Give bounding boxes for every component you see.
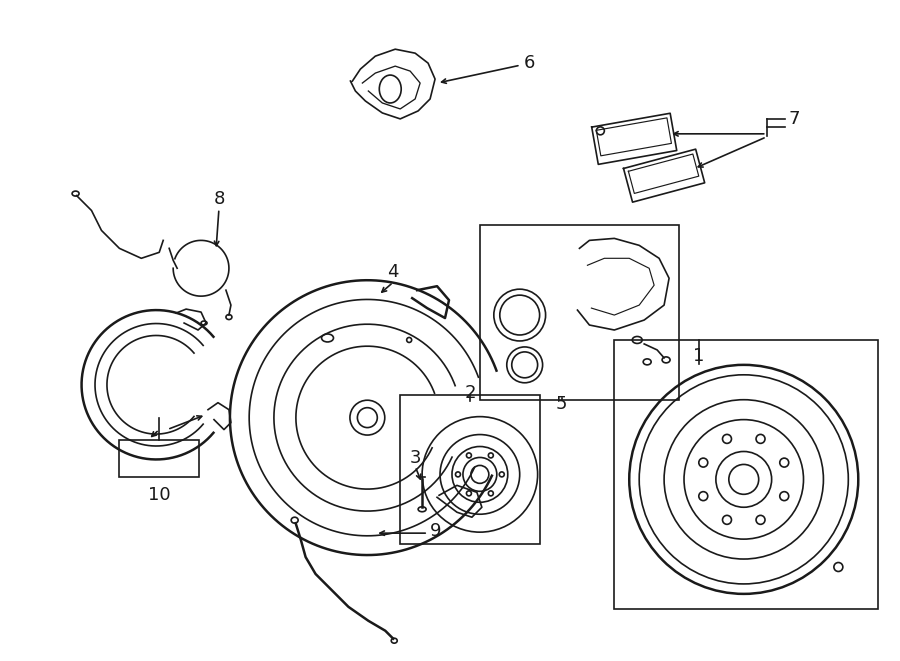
Bar <box>615 340 878 609</box>
Text: 1: 1 <box>693 347 705 365</box>
Text: 10: 10 <box>148 486 170 504</box>
Text: 8: 8 <box>213 190 225 208</box>
Text: 7: 7 <box>788 110 800 128</box>
Bar <box>400 395 540 544</box>
Text: 6: 6 <box>524 54 536 72</box>
Text: 9: 9 <box>430 522 442 540</box>
Text: 5: 5 <box>556 395 567 412</box>
Text: 3: 3 <box>410 449 421 467</box>
Bar <box>120 440 199 477</box>
Bar <box>480 225 679 400</box>
Text: 4: 4 <box>388 263 399 281</box>
Text: 2: 2 <box>464 384 476 402</box>
